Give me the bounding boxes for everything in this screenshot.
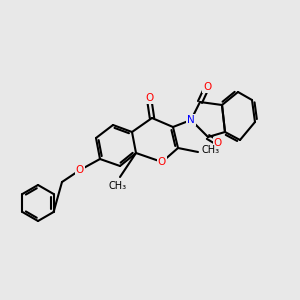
Text: CH₃: CH₃ xyxy=(109,181,127,191)
Text: O: O xyxy=(203,82,211,92)
Text: O: O xyxy=(76,165,84,175)
Text: O: O xyxy=(214,138,222,148)
Text: CH₃: CH₃ xyxy=(202,145,220,155)
Text: O: O xyxy=(145,93,153,103)
Text: N: N xyxy=(187,115,195,125)
Text: O: O xyxy=(158,157,166,167)
